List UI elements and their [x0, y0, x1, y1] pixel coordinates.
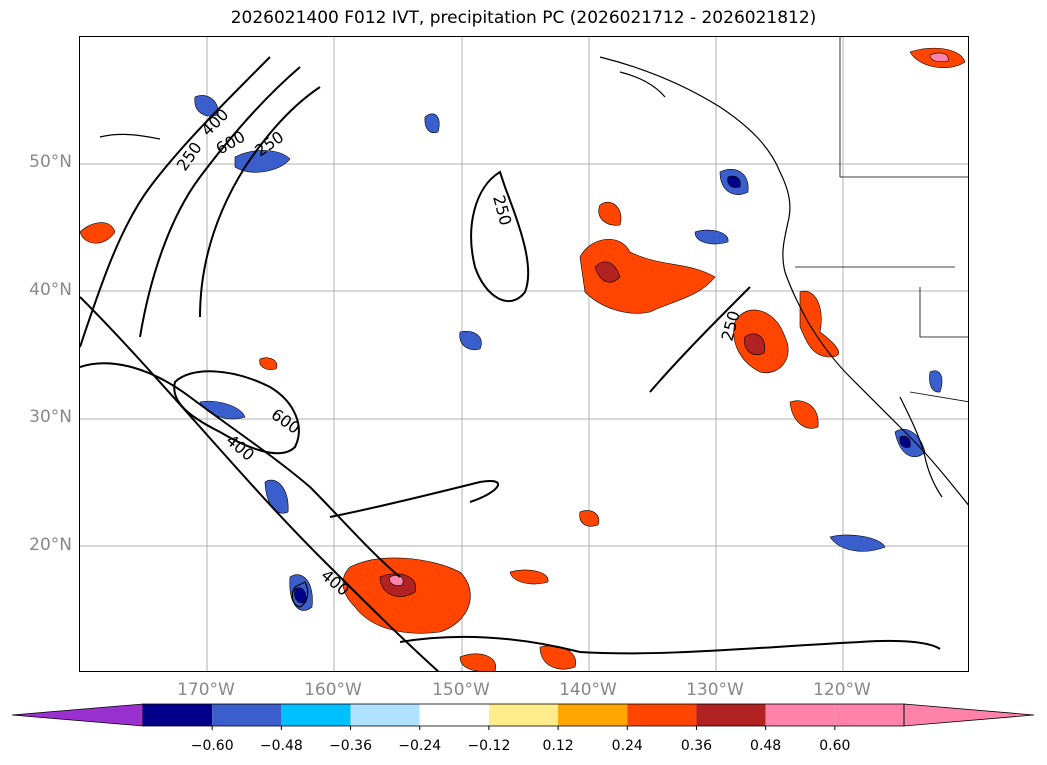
lat-label: 20°N	[29, 535, 72, 555]
aleutian-coast	[99, 133, 161, 140]
anomaly-blob-small-b	[829, 534, 886, 552]
ivt-contour-250-mid	[470, 170, 530, 303]
ivt-contour-loop	[329, 480, 500, 518]
anomaly-peak-north	[929, 52, 949, 63]
anomaly-core-baja	[899, 435, 911, 448]
colorbar-segment	[834, 704, 904, 726]
colorbar-tick-label: −0.48	[259, 738, 303, 754]
lon-label: 150°W	[432, 680, 490, 700]
colorbar-tick-label: −0.12	[467, 738, 511, 754]
lat-label: 50°N	[29, 152, 72, 172]
negative-anomaly-regions	[194, 95, 943, 611]
colorbar-segment	[558, 704, 628, 726]
contour-label: 250	[173, 138, 206, 174]
map-canvas: 250 400 600 250 600 400 250 250 400	[80, 37, 968, 671]
canada-us-border	[839, 37, 968, 178]
anomaly-blob-offshore-north	[694, 229, 729, 245]
hawaii-island	[291, 581, 309, 608]
colorbar-segment	[350, 704, 420, 726]
colorbar-tick-label: −0.36	[329, 738, 372, 754]
anomaly-blob-small-c	[929, 370, 943, 393]
ivt-contour-250-west	[80, 56, 271, 348]
anomaly-blob-small-1	[598, 201, 622, 226]
ivt-contour-250-east	[649, 286, 751, 393]
ivt-contour-400-west	[139, 66, 301, 338]
anomaly-blob-south-2	[459, 653, 497, 671]
us-mexico-border	[909, 391, 968, 403]
anomaly-blob-tropical	[264, 479, 289, 514]
anomaly-blob-west	[80, 222, 116, 244]
anomaly-blob-small-a	[459, 331, 482, 350]
colorbar	[11, 703, 1035, 730]
anomaly-core-bc	[727, 175, 741, 188]
lon-label: 130°W	[686, 680, 744, 700]
colorbar-segment	[696, 704, 766, 726]
anomaly-core-central	[594, 261, 621, 283]
anomaly-blob-small-d	[424, 113, 440, 134]
anomaly-blob-aleutian	[194, 95, 219, 117]
state-border-2	[919, 287, 968, 338]
anomaly-blob-small-5	[579, 510, 600, 527]
colorbar-extend-low	[11, 703, 144, 727]
colorbar-tick-label: 0.24	[611, 738, 643, 754]
anomaly-blob-small-4	[509, 569, 549, 585]
colorbar-segment	[488, 704, 559, 726]
colorbar-tick-label: 0.12	[542, 738, 574, 754]
lon-label: 170°W	[177, 680, 235, 700]
colorbar-segment	[143, 704, 213, 726]
contour-labels: 250 400 600 250 600 400 250 250 400	[173, 105, 744, 600]
anomaly-blob-small-2	[259, 357, 278, 370]
map-title: 2026021400 F012 IVT, precipitation PC (2…	[230, 8, 817, 28]
ivt-contour-400-long	[80, 362, 401, 578]
anomaly-peak-hawaii	[389, 575, 404, 586]
lon-label: 160°W	[304, 680, 362, 700]
anomaly-blob-central	[579, 238, 716, 314]
coastlines	[99, 37, 968, 608]
colorbar-segment	[419, 704, 489, 726]
colorbar-extend-high	[903, 703, 1035, 727]
baja-coast	[899, 396, 943, 498]
positive-anomaly-regions	[80, 47, 966, 671]
colorbar-segment	[212, 704, 282, 726]
anomaly-core-offshore	[744, 333, 766, 356]
colorbar-outline	[142, 703, 905, 727]
colorbar-segment	[281, 704, 351, 726]
map-panel: 250 400 600 250 600 400 250 250 400	[79, 36, 969, 672]
ivt-contour-south	[399, 635, 941, 655]
colorbar-tick-label: −0.24	[398, 738, 442, 754]
ivt-contour-250-long	[80, 296, 440, 671]
lon-label: 120°W	[813, 680, 871, 700]
alaska-coast	[619, 71, 666, 98]
colorbar-tick-label: 0.48	[750, 738, 782, 754]
colorbar-tick-label: 0.36	[680, 738, 713, 754]
colorbar-tick-label: 0.60	[819, 738, 851, 754]
ivt-contour-600-west	[199, 86, 321, 318]
colorbar-segment	[627, 704, 697, 726]
colorbar-segments	[11, 703, 1035, 730]
lat-label: 40°N	[29, 280, 72, 300]
colorbar-segment	[765, 704, 835, 726]
anomaly-blob-california	[799, 290, 840, 358]
lat-label: 30°N	[29, 407, 72, 427]
colorbar-tick-label: −0.60	[190, 738, 234, 754]
anomaly-blob-small-3	[789, 400, 819, 429]
ivt-contours	[80, 56, 941, 671]
contour-label: 250	[489, 193, 515, 227]
north-america-coast	[599, 56, 968, 506]
ivt-contour-600-mid	[173, 370, 300, 455]
lon-label: 140°W	[559, 680, 617, 700]
